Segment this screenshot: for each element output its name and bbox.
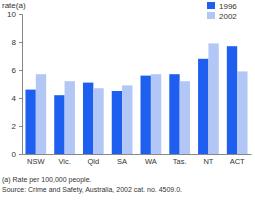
bar	[208, 43, 218, 154]
y-tick: 8	[12, 38, 22, 47]
bar	[169, 74, 179, 154]
y-tick-mark	[19, 42, 22, 43]
legend-swatch	[207, 2, 215, 9]
x-tick: Vic.	[58, 154, 70, 166]
y-tick: 10	[7, 10, 22, 19]
bar	[54, 95, 64, 154]
x-axis: NSW Vic. Qld SA WA Tas. NT ACT	[23, 154, 252, 166]
x-tick: SA	[117, 154, 127, 166]
y-tick-mark	[19, 154, 22, 155]
y-tick-mark	[19, 70, 22, 71]
annotation: (a) Rate per 100,000 people.	[2, 176, 92, 184]
y-tick: 4	[12, 94, 22, 103]
y-axis-title: rate(a)	[2, 1, 26, 10]
y-tick-label: 8	[12, 38, 17, 47]
bar	[93, 88, 103, 154]
x-tick-label: NSW	[27, 157, 45, 166]
y-tick-mark	[19, 98, 22, 99]
bars	[25, 43, 247, 154]
x-tick: NT	[203, 154, 213, 166]
chart: 0 2 4 6 8 10 NSW Vic. Qld SA WA Tas. NT ACT rate(a) 199…	[0, 0, 255, 204]
bar	[83, 83, 93, 154]
legend-item: 1996	[207, 2, 237, 11]
bar	[237, 71, 247, 154]
bar	[112, 91, 122, 154]
x-tick: ACT	[230, 154, 245, 166]
bar	[25, 90, 35, 154]
bar	[198, 59, 208, 154]
bar	[141, 76, 151, 154]
bar	[180, 81, 190, 154]
plot: 0 2 4 6 8 10 NSW Vic. Qld SA WA Tas. NT ACT	[7, 10, 251, 166]
bar	[65, 81, 75, 154]
legend-label: 2002	[219, 12, 237, 21]
y-tick-label: 10	[7, 10, 16, 19]
x-tick: Qld	[88, 154, 100, 166]
x-tick-label: NT	[203, 157, 213, 166]
x-tick: WA	[145, 154, 157, 166]
x-tick-label: Vic.	[58, 157, 70, 166]
x-tick: NSW	[27, 154, 45, 166]
y-tick-mark	[19, 126, 22, 127]
x-tick: Tas.	[173, 154, 187, 166]
y-tick-label: 4	[12, 94, 17, 103]
x-tick-label: Qld	[88, 157, 100, 166]
bar	[122, 85, 132, 154]
x-tick-label: SA	[117, 157, 127, 166]
y-tick-label: 0	[12, 150, 17, 159]
legend: 19962002	[207, 2, 237, 21]
y-tick: 2	[12, 122, 22, 131]
bar	[36, 74, 46, 154]
y-axis: 0 2 4 6 8 10	[7, 10, 22, 159]
y-axis-line	[19, 15, 23, 155]
x-tick-label: WA	[145, 157, 157, 166]
x-tick-label: Tas.	[173, 157, 187, 166]
bar	[227, 46, 237, 154]
y-tick-label: 6	[12, 66, 17, 75]
bar	[151, 74, 161, 154]
legend-item: 2002	[207, 12, 237, 21]
y-tick: 6	[12, 66, 22, 75]
legend-label: 1996	[219, 2, 237, 11]
y-tick: 0	[12, 150, 22, 159]
legend-swatch	[207, 12, 215, 19]
y-tick-mark	[19, 14, 22, 15]
x-tick-label: ACT	[230, 157, 245, 166]
annotation: Source: Crime and Safety, Australia, 200…	[2, 186, 182, 194]
y-tick-label: 2	[12, 122, 17, 131]
x-axis-line	[23, 154, 252, 155]
